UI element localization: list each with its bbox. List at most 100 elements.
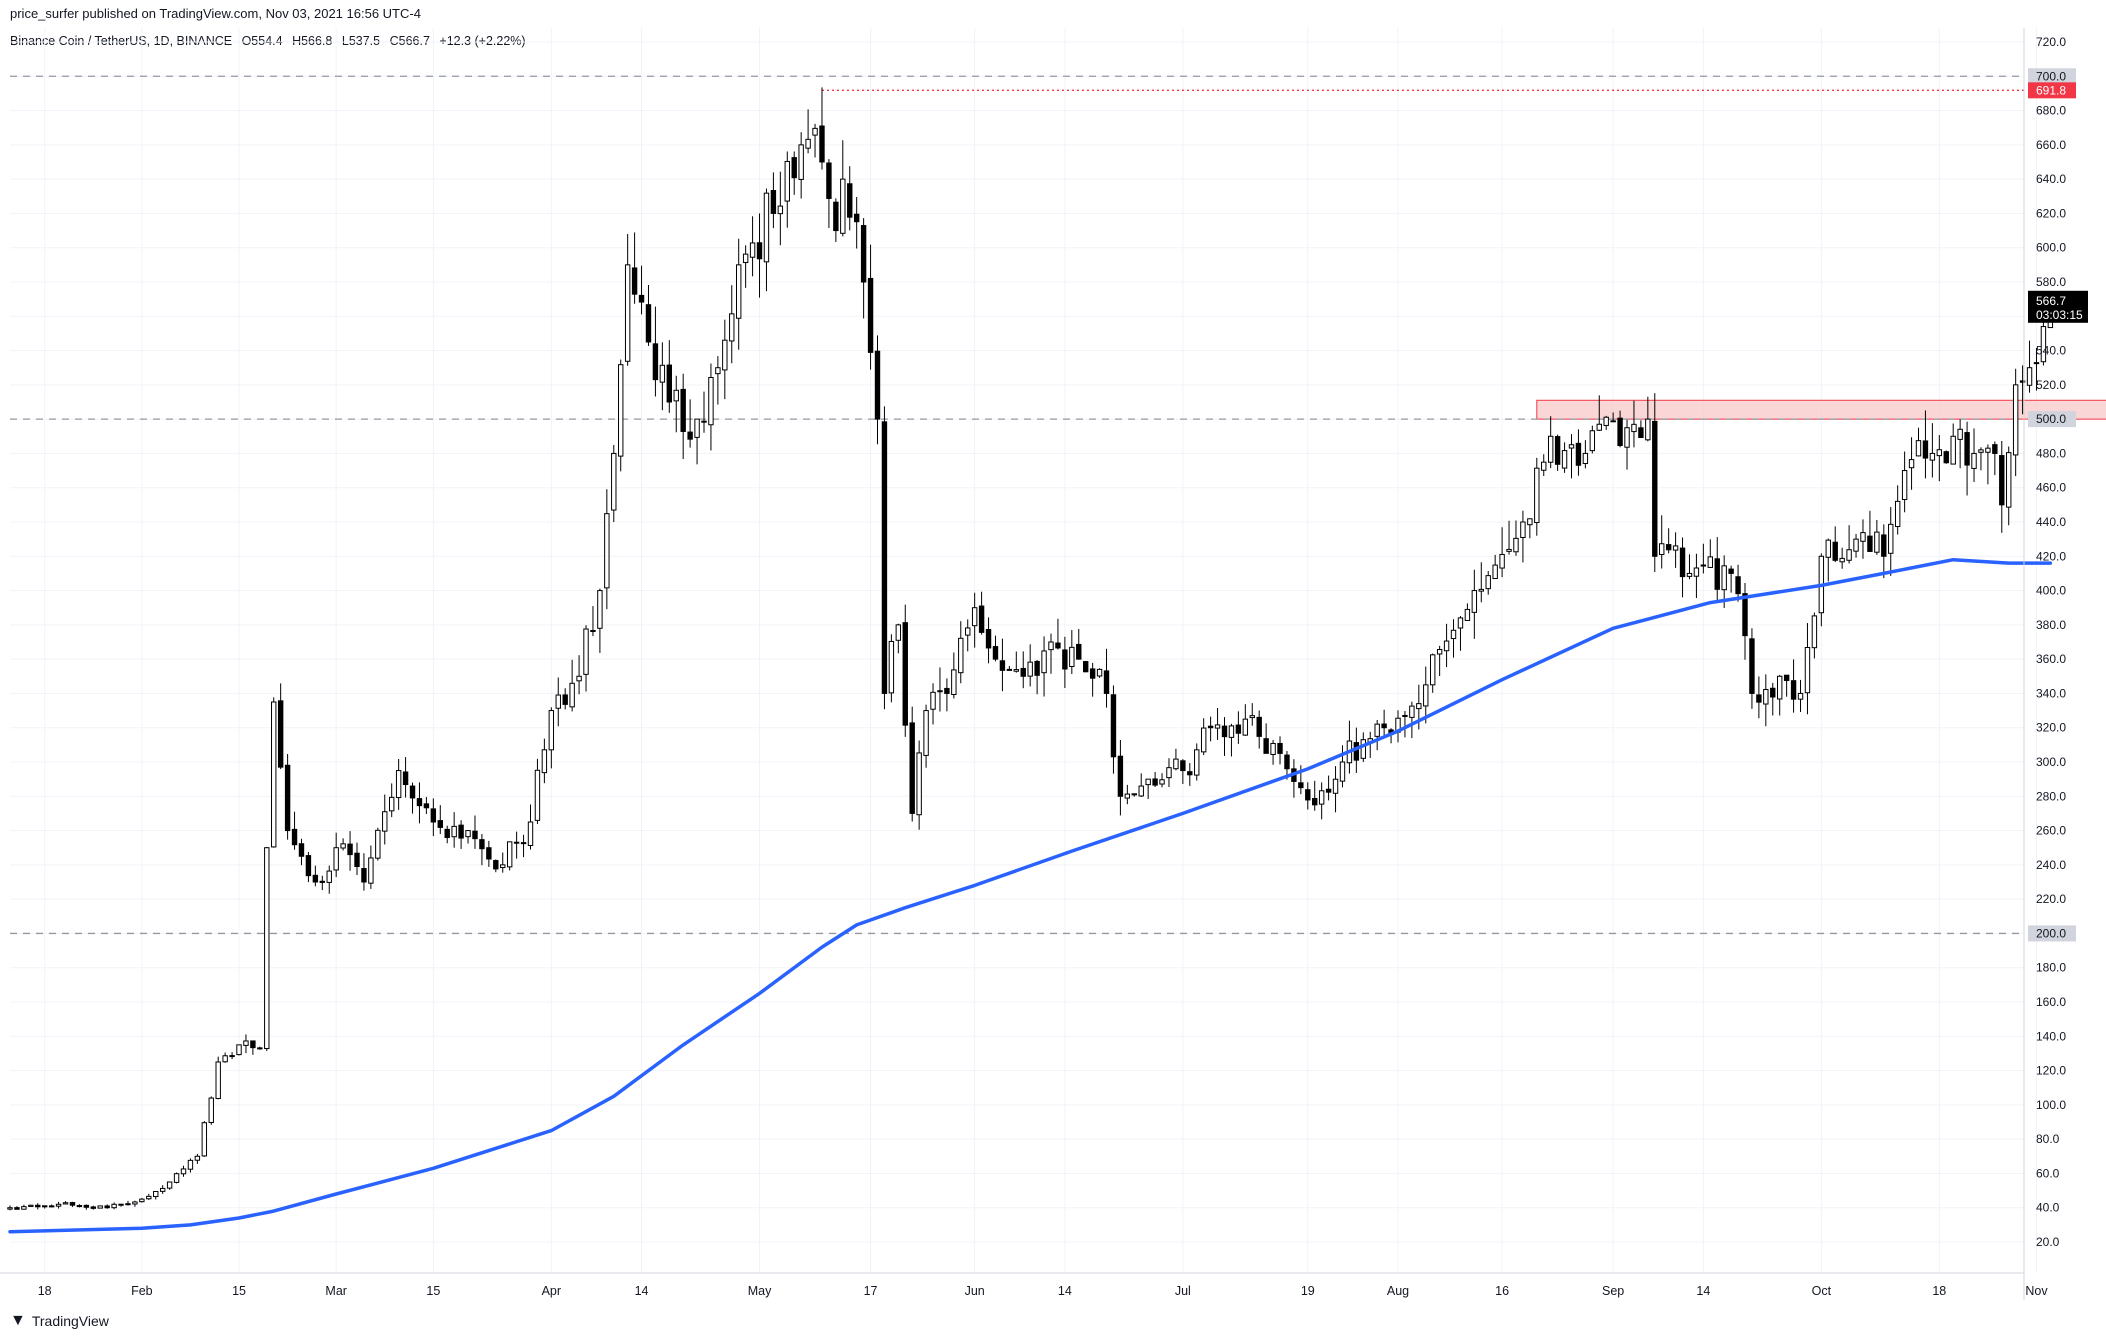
x-tick-label: Apr: [542, 1284, 561, 1298]
candle-up: [1513, 537, 1519, 553]
candle-down: [1103, 670, 1110, 694]
y-tick-label: 540.0: [2036, 344, 2066, 358]
candle-down: [791, 157, 797, 179]
x-tick-label: 18: [38, 1284, 52, 1298]
candle-up: [1416, 703, 1422, 710]
candle-up: [1145, 778, 1151, 786]
candle-up: [180, 1168, 187, 1175]
candle-up: [618, 364, 624, 457]
candle-down: [1575, 442, 1582, 466]
candle-up: [1173, 758, 1179, 770]
candle-up: [569, 682, 575, 708]
candle-up: [395, 770, 402, 799]
candle-up: [368, 857, 374, 884]
candle-down: [1832, 541, 1838, 561]
candle-up: [1568, 444, 1575, 449]
candle-down: [1700, 564, 1707, 567]
candle-up: [1804, 647, 1811, 694]
candle-up: [1423, 684, 1429, 707]
candle-up: [340, 843, 346, 849]
y-tick-label: 60.0: [2036, 1166, 2060, 1180]
candle-up: [1596, 423, 1602, 431]
candle-down: [1638, 427, 1644, 439]
candle-down: [1554, 436, 1561, 465]
candle-up: [812, 127, 818, 136]
candle-up: [749, 242, 756, 258]
grid-layer: [10, 28, 2037, 1273]
candle-down: [770, 190, 777, 214]
y-tick-label: 360.0: [2036, 652, 2066, 666]
y-tick-label: 220.0: [2036, 892, 2066, 906]
candle-up: [1860, 532, 1866, 542]
candle-up: [1686, 572, 1693, 577]
candle-down: [305, 855, 312, 877]
ohlc-open: O554.4: [241, 34, 283, 48]
candle-up: [111, 1203, 117, 1209]
candle-down: [1610, 420, 1616, 423]
candle-up: [7, 1207, 13, 1210]
candle-up: [1332, 778, 1339, 794]
candle-up: [604, 513, 610, 589]
y-tick-label: 720.0: [2036, 35, 2066, 49]
x-tick-label: Feb: [131, 1284, 153, 1298]
candle-up: [166, 1181, 173, 1189]
candle-down: [1062, 649, 1068, 670]
y-tick-label: 160.0: [2036, 995, 2066, 1009]
time-axis[interactable]: 18 Feb 15 Mar 15 Apr 14 May 17 Jun 14 Jul 19 Aug 16 Sep…: [38, 1284, 2106, 1298]
candle-up: [527, 821, 534, 847]
candle-up: [1561, 450, 1568, 469]
y-tick-label: 20.0: [2036, 1235, 2060, 1249]
candle-down: [479, 839, 485, 850]
candle-down: [1999, 455, 2005, 506]
candle-down: [402, 771, 409, 786]
candle-up: [694, 418, 700, 438]
candle-down: [666, 364, 672, 403]
y-tick-label: 620.0: [2036, 206, 2066, 220]
candle-down: [493, 860, 499, 870]
candle-up: [2012, 384, 2019, 456]
x-tick-label: 14: [1058, 1284, 1072, 1298]
candle-down: [999, 660, 1006, 671]
y-tick-label: 460.0: [2036, 481, 2066, 495]
candle-down: [1728, 568, 1734, 574]
candle-up: [264, 847, 270, 1050]
candle-down: [645, 304, 652, 343]
level-price-label: 200.0: [2036, 926, 2066, 940]
candle-up: [1166, 767, 1172, 779]
candle-down: [1992, 444, 1998, 454]
y-tick-label: 140.0: [2036, 1029, 2066, 1043]
candle-down: [756, 242, 763, 260]
candle-down: [1221, 725, 1228, 738]
candle-up: [555, 694, 561, 709]
candle-down: [298, 843, 305, 857]
candle-down: [423, 803, 430, 809]
price-axis[interactable]: 20.0 40.0 60.0 80.0 100.0 120.0 140.0 160.0 180.…: [2028, 35, 2088, 1249]
candle-up: [194, 1155, 201, 1161]
candle-up: [916, 752, 922, 816]
y-tick-label: 580.0: [2036, 275, 2066, 289]
candle-down: [1034, 660, 1040, 676]
candle-down: [409, 785, 416, 799]
brand-footer[interactable]: ▼ TradingView: [10, 1312, 109, 1330]
candle-down: [319, 880, 326, 883]
candle-up: [1464, 608, 1471, 621]
x-tick-label: 14: [635, 1284, 649, 1298]
candle-up: [1971, 452, 1977, 469]
candle-up: [1957, 428, 1963, 440]
resistance-zone: [1536, 399, 2106, 420]
publish-info: price_surfer published on TradingView.co…: [10, 6, 421, 21]
candle-up: [1430, 654, 1436, 686]
candle-up: [1360, 739, 1366, 759]
candle-up: [1672, 545, 1679, 551]
candle-down: [1256, 716, 1262, 737]
candle-up: [805, 138, 811, 149]
symbol-legend: Binance Coin / TetherUS, 1D, BINANCE O55…: [10, 34, 532, 48]
candle-up: [62, 1202, 69, 1205]
candle-down: [1055, 642, 1061, 649]
candle-up: [21, 1206, 27, 1210]
y-tick-label: 340.0: [2036, 686, 2066, 700]
candle-up: [1194, 749, 1200, 776]
candle-up: [1707, 556, 1713, 568]
y-tick-label: 400.0: [2036, 584, 2066, 598]
